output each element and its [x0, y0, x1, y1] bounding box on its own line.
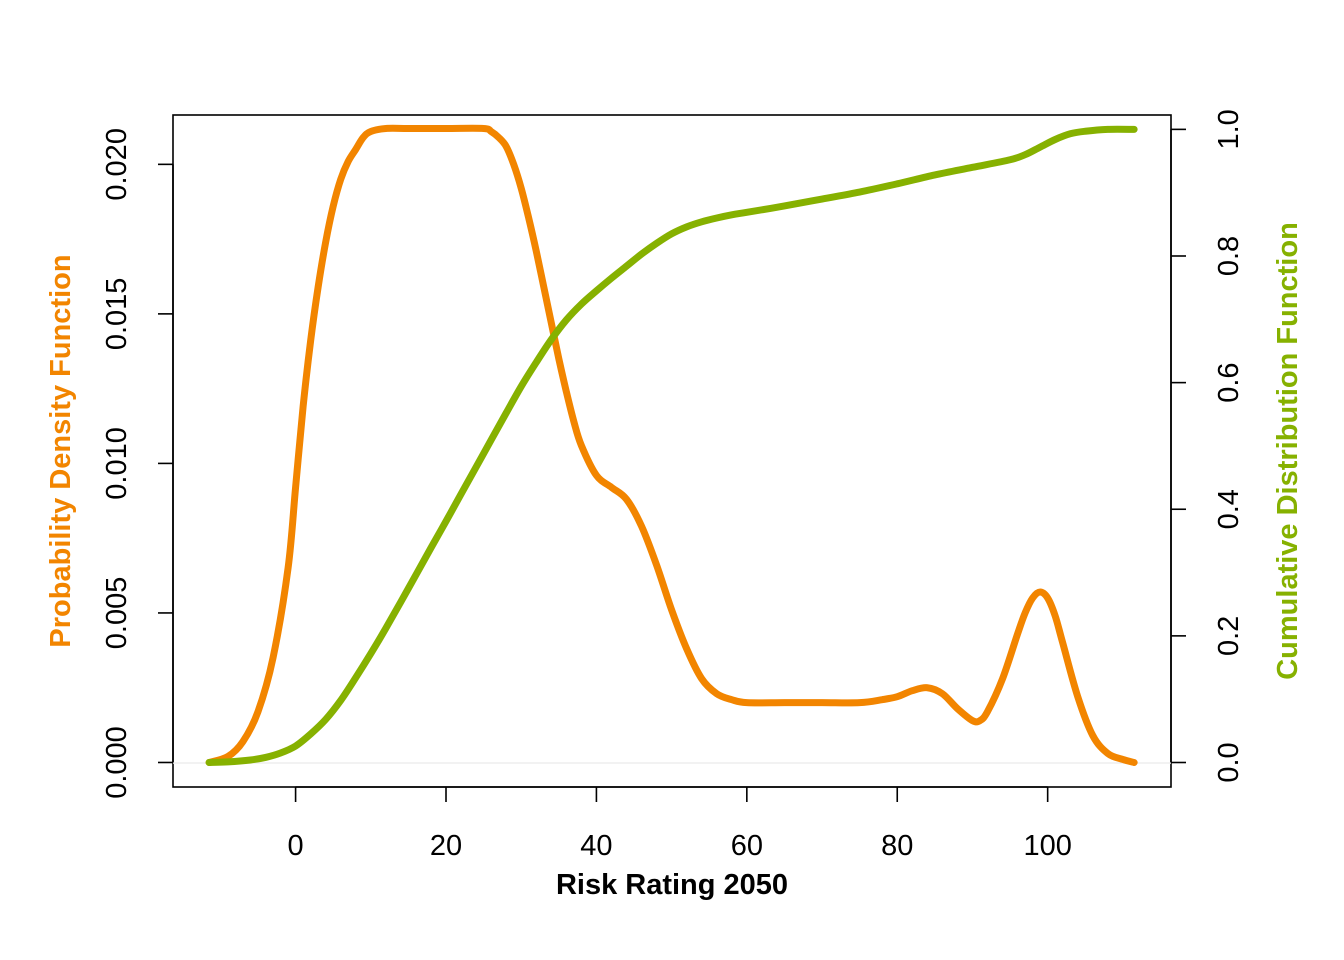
- x-tick-label: 40: [580, 830, 612, 862]
- x-axis-title: Risk Rating 2050: [556, 869, 788, 901]
- y-right-tick-label: 0.8: [1213, 236, 1245, 276]
- y-axis-right: 0.0 0.2 0.4 0.6 0.8 1.0: [1170, 109, 1245, 783]
- y-right-tick-label: 0.4: [1213, 489, 1245, 529]
- y-axis-left-title: Probability Density Function: [45, 254, 77, 647]
- y-right-tick-label: 0.0: [1213, 742, 1245, 782]
- y-axis-left: 0.000 0.005 0.010 0.015 0.020: [101, 128, 174, 799]
- y-axis-right-title: Cumulative Distribution Function: [1272, 222, 1304, 680]
- x-tick-label: 0: [288, 830, 304, 862]
- x-tick-label: 80: [881, 830, 913, 862]
- x-tick-label: 100: [1023, 830, 1071, 862]
- cdf-series-line: [205, 125, 1138, 766]
- y-left-tick-label: 0.015: [101, 278, 133, 351]
- y-left-tick-label: 0.020: [101, 128, 133, 201]
- x-tick-label: 20: [430, 830, 462, 862]
- pdf-series-line: [205, 124, 1138, 766]
- x-tick-label: 60: [731, 830, 763, 862]
- y-left-tick-label: 0.005: [101, 577, 133, 650]
- y-left-tick-label: 0.010: [101, 427, 133, 500]
- y-right-tick-label: 1.0: [1213, 109, 1245, 149]
- x-axis: 0 20 40 60 80 100: [288, 786, 1072, 862]
- y-left-tick-label: 0.000: [101, 726, 133, 799]
- y-right-tick-label: 0.6: [1213, 362, 1245, 402]
- series-layer: [205, 124, 1138, 766]
- y-right-tick-label: 0.2: [1213, 616, 1245, 656]
- plot-frame: [172, 114, 1172, 788]
